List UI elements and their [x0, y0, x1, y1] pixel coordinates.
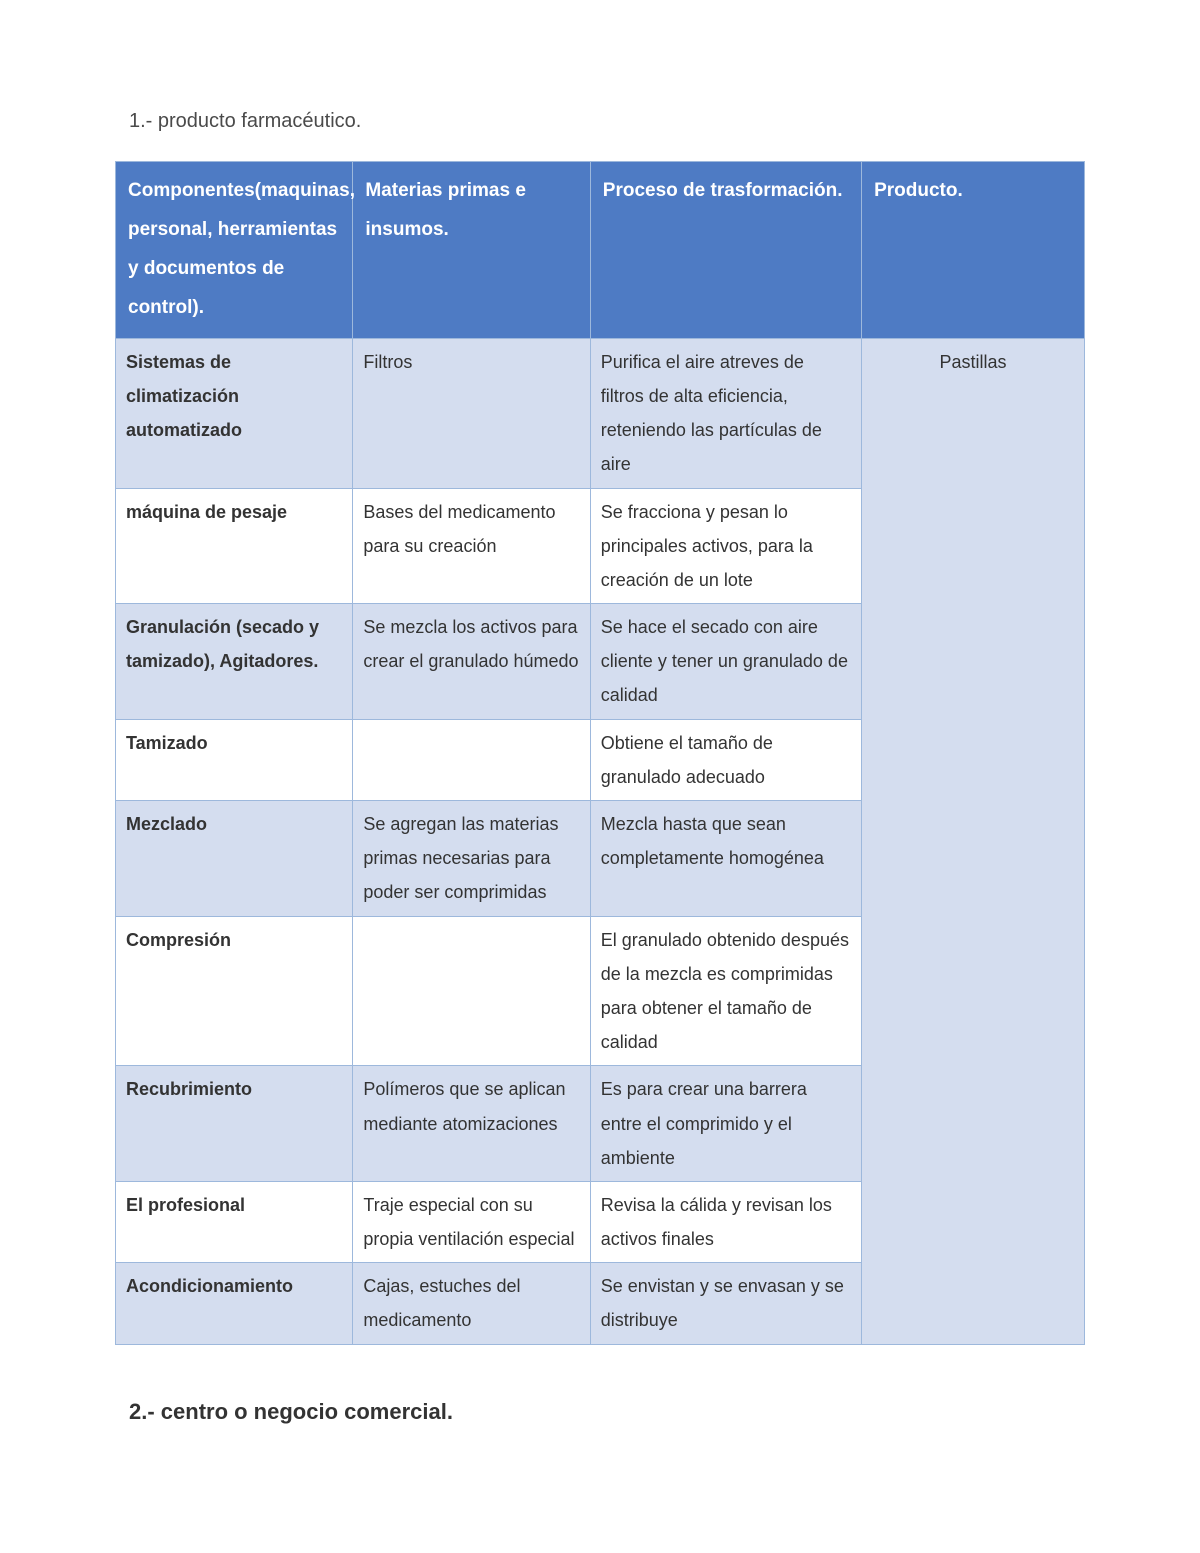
cell-proceso: Se envistan y se envasan y se distribuye — [590, 1263, 861, 1344]
document-page: 1.- producto farmacéutico. Componentes(m… — [0, 0, 1200, 1505]
cell-materia — [353, 916, 590, 1066]
table-header-row: Componentes(maquinas, personal, herramie… — [116, 162, 1085, 339]
cell-proceso: Obtiene el tamaño de granulado adecuado — [590, 719, 861, 800]
cell-proceso: Revisa la cálida y revisan los activos f… — [590, 1181, 861, 1262]
cell-componente: Sistemas de climatización automatizado — [116, 338, 353, 488]
cell-componente: Recubrimiento — [116, 1066, 353, 1182]
cell-proceso: Se fracciona y pesan lo principales acti… — [590, 488, 861, 604]
cell-componente: Granulación (secado y tamizado), Agitado… — [116, 604, 353, 720]
cell-proceso: Purifica el aire atreves de filtros de a… — [590, 338, 861, 488]
cell-producto: Pastillas — [862, 338, 1085, 1344]
cell-proceso: Mezcla hasta que sean completamente homo… — [590, 801, 861, 917]
col-header-componentes: Componentes(maquinas, personal, herramie… — [116, 162, 353, 339]
cell-materia: Polímeros que se aplican mediante atomiz… — [353, 1066, 590, 1182]
cell-proceso: El granulado obtenido después de la mezc… — [590, 916, 861, 1066]
cell-componente: Acondicionamiento — [116, 1263, 353, 1344]
cell-materia: Se agregan las materias primas necesaria… — [353, 801, 590, 917]
table-row: Sistemas de climatización automatizadoFi… — [116, 338, 1085, 488]
cell-materia — [353, 719, 590, 800]
col-header-producto: Producto. — [862, 162, 1085, 339]
cell-materia: Cajas, estuches del medicamento — [353, 1263, 590, 1344]
cell-componente: Compresión — [116, 916, 353, 1066]
cell-proceso: Es para crear una barrera entre el compr… — [590, 1066, 861, 1182]
table-body: Sistemas de climatización automatizadoFi… — [116, 338, 1085, 1344]
cell-proceso: Se hace el secado con aire cliente y ten… — [590, 604, 861, 720]
cell-materia: Filtros — [353, 338, 590, 488]
cell-componente: Tamizado — [116, 719, 353, 800]
cell-componente: Mezclado — [116, 801, 353, 917]
cell-materia: Traje especial con su propia ventilación… — [353, 1181, 590, 1262]
col-header-materias: Materias primas e insumos. — [353, 162, 590, 339]
col-header-proceso: Proceso de trasformación. — [590, 162, 861, 339]
cell-componente: El profesional — [116, 1181, 353, 1262]
cell-componente: máquina de pesaje — [116, 488, 353, 604]
section-1-heading: 1.- producto farmacéutico. — [129, 110, 1085, 133]
pharma-process-table: Componentes(maquinas, personal, herramie… — [115, 161, 1085, 1345]
cell-materia: Bases del medicamento para su creación — [353, 488, 590, 604]
section-2-heading: 2.- centro o negocio comercial. — [129, 1399, 1085, 1425]
cell-materia: Se mezcla los activos para crear el gran… — [353, 604, 590, 720]
